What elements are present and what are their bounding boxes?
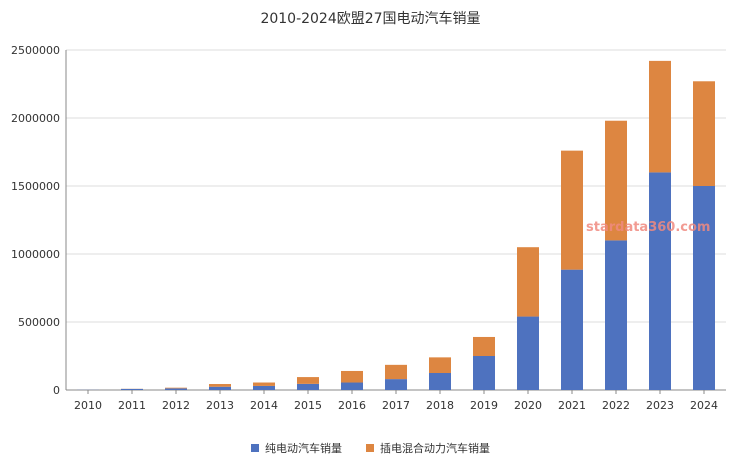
- bar-phev-2015: [297, 377, 319, 384]
- x-tick-label: 2022: [602, 399, 630, 412]
- bar-phev-2019: [473, 336, 495, 356]
- bar-phev-2017: [385, 364, 407, 380]
- bar-bev-2022: [605, 240, 627, 390]
- bar-phev-2018: [429, 357, 451, 373]
- bar-bev-2017: [385, 379, 407, 390]
- stacked-bar-chart: 0 500000 1000000 1500000 2000000 2500000 2010 2…: [11, 44, 726, 412]
- bar-phev-2016: [341, 370, 363, 383]
- x-tick-label: 2020: [514, 399, 542, 412]
- bar-bev-2014: [253, 385, 275, 390]
- x-tick-label: 2014: [250, 399, 278, 412]
- bar-bev-2016: [341, 382, 363, 390]
- bar-phev-2020: [517, 247, 539, 317]
- x-tick-label: 2023: [646, 399, 674, 412]
- y-tick-label: 500000: [18, 316, 60, 329]
- bar-bev-2019: [473, 356, 495, 390]
- x-tick-label: 2019: [470, 399, 498, 412]
- legend-item-phev[interactable]: 插电混合动力汽车销量: [366, 440, 490, 456]
- x-tick-label: 2016: [338, 399, 366, 412]
- legend-swatch-phev: [366, 444, 374, 452]
- x-tick-label: 2024: [690, 399, 718, 412]
- x-tick-label: 2010: [74, 399, 102, 412]
- bar-phev-2012: [165, 387, 187, 389]
- bar-bev-2011: [121, 388, 143, 390]
- bar-phev-2024: [693, 81, 715, 186]
- bar-phev-2023: [649, 60, 671, 173]
- y-tick-label: 0: [53, 384, 60, 397]
- legend-swatch-bev: [251, 444, 259, 452]
- x-tick-label: 2015: [294, 399, 322, 412]
- x-tick-label: 2012: [162, 399, 190, 412]
- y-tick-label: 2000000: [11, 112, 60, 125]
- bar-bev-2015: [297, 383, 319, 390]
- y-tick-label: 2500000: [11, 44, 60, 57]
- y-tick-label: 1000000: [11, 248, 60, 261]
- bar-phev-2022: [605, 120, 627, 241]
- bar-phev-2021: [561, 150, 583, 270]
- bar-bev-2024: [693, 186, 715, 390]
- legend: 纯电动汽车销量 插电混合动力汽车销量: [0, 440, 741, 456]
- x-tick-label: 2011: [118, 399, 146, 412]
- legend-label-phev: 插电混合动力汽车销量: [380, 442, 490, 455]
- bar-bev-2020: [517, 316, 539, 390]
- bar-bev-2023: [649, 172, 671, 390]
- bar-phev-2014: [253, 382, 275, 386]
- x-tick-label: 2017: [382, 399, 410, 412]
- legend-item-bev[interactable]: 纯电动汽车销量: [251, 440, 342, 456]
- bar-phev-2013: [209, 384, 231, 387]
- bar-bev-2013: [209, 386, 231, 390]
- y-tick-label: 1500000: [11, 180, 60, 193]
- x-tick-label: 2013: [206, 399, 234, 412]
- legend-label-bev: 纯电动汽车销量: [265, 442, 342, 455]
- bar-bev-2018: [429, 373, 451, 390]
- chart-title: 2010-2024欧盟27国电动汽车销量: [260, 11, 481, 27]
- bar-bev-2021: [561, 269, 583, 390]
- x-tick-label: 2018: [426, 399, 454, 412]
- watermark: stardata360.com: [586, 220, 710, 235]
- bar-bev-2012: [165, 388, 187, 390]
- x-tick-label: 2021: [558, 399, 586, 412]
